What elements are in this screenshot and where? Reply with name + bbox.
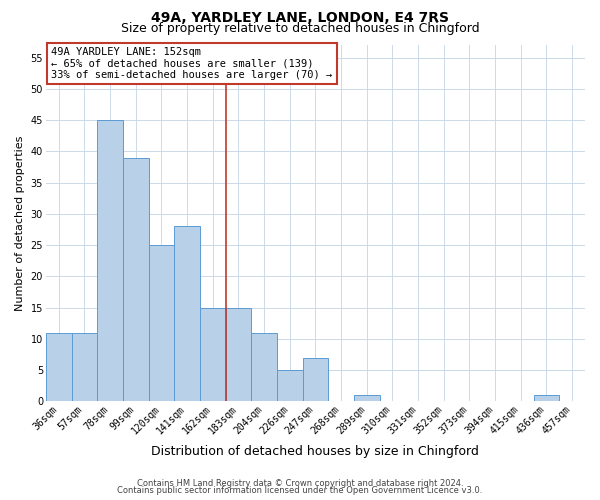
Text: 49A, YARDLEY LANE, LONDON, E4 7RS: 49A, YARDLEY LANE, LONDON, E4 7RS [151, 11, 449, 25]
Bar [251, 332, 277, 402]
Bar [174, 226, 200, 402]
Text: Contains public sector information licensed under the Open Government Licence v3: Contains public sector information licen… [118, 486, 482, 495]
Bar [533, 395, 559, 402]
Bar [71, 332, 97, 402]
Bar [354, 395, 380, 402]
Bar [149, 245, 174, 402]
Text: 49A YARDLEY LANE: 152sqm
← 65% of detached houses are smaller (139)
33% of semi-: 49A YARDLEY LANE: 152sqm ← 65% of detach… [51, 47, 332, 80]
Bar [302, 358, 328, 402]
Bar [123, 158, 149, 402]
Text: Size of property relative to detached houses in Chingford: Size of property relative to detached ho… [121, 22, 479, 35]
Bar [97, 120, 123, 402]
Bar [226, 308, 251, 402]
Y-axis label: Number of detached properties: Number of detached properties [15, 136, 25, 311]
Text: Contains HM Land Registry data © Crown copyright and database right 2024.: Contains HM Land Registry data © Crown c… [137, 478, 463, 488]
Bar [200, 308, 226, 402]
Bar [277, 370, 302, 402]
X-axis label: Distribution of detached houses by size in Chingford: Distribution of detached houses by size … [151, 444, 479, 458]
Bar [46, 332, 71, 402]
